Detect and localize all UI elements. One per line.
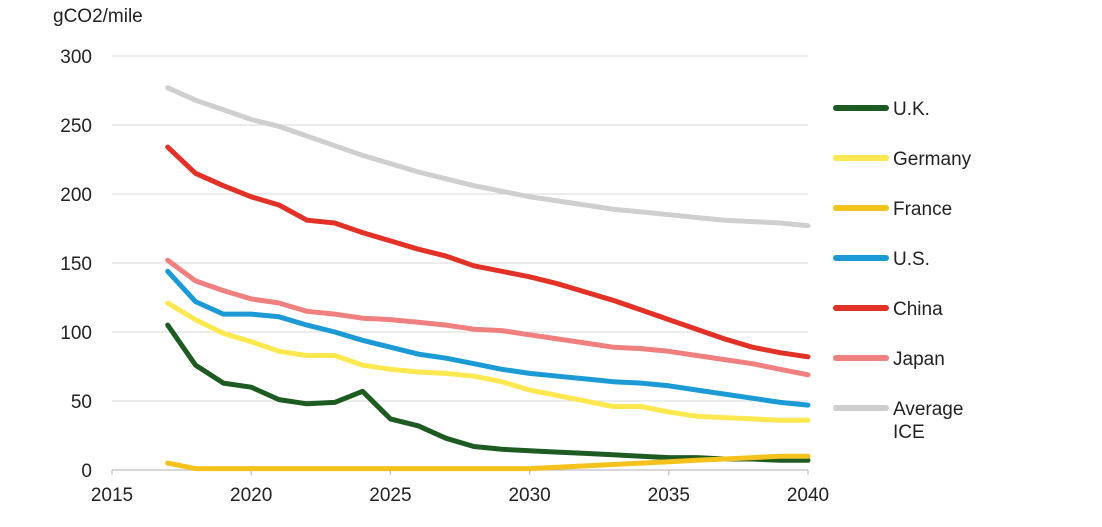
- series-line-japan: [165, 257, 811, 378]
- x-tick-label: 2030: [508, 485, 550, 506]
- legend-label: Germany: [893, 149, 972, 170]
- y-tick-label: 300: [60, 47, 92, 68]
- series-line-u-s: [165, 268, 811, 408]
- series-line-china: [165, 144, 811, 360]
- series-line-france: [165, 453, 811, 472]
- x-tick-label: 2020: [230, 485, 272, 506]
- legend: U.K. Germany France U.S. China Japan Average IC…: [833, 99, 972, 443]
- x-tick-labels: 2015 2020 2025 2030 2035 2040: [91, 470, 829, 506]
- y-tick-labels: 0 50 100 150 200 250 300: [60, 47, 92, 482]
- series-lines: [165, 85, 811, 472]
- legend-label: U.S.: [893, 249, 930, 270]
- x-tick-label: 2015: [91, 485, 133, 506]
- legend-label: U.K.: [893, 99, 930, 120]
- legend-label: Average ICE: [893, 399, 963, 443]
- y-tick-label: 100: [60, 323, 92, 344]
- x-tick-label: 2035: [648, 485, 690, 506]
- gridlines: [112, 55, 808, 471]
- legend-label: Japan: [893, 349, 945, 370]
- y-tick-label: 250: [60, 116, 92, 137]
- y-tick-label: 200: [60, 185, 92, 206]
- x-tick-label: 2025: [369, 485, 411, 506]
- series-line-germany: [165, 300, 811, 423]
- series-line-average-ice: [165, 85, 811, 229]
- legend-label: France: [893, 199, 952, 220]
- x-tick-label: 2040: [787, 485, 829, 506]
- y-tick-label: 50: [71, 392, 92, 413]
- y-tick-label: 150: [60, 254, 92, 275]
- y-tick-label: 0: [81, 461, 92, 482]
- y-axis-label: gCO2/mile: [53, 6, 143, 27]
- legend-label: China: [893, 299, 943, 320]
